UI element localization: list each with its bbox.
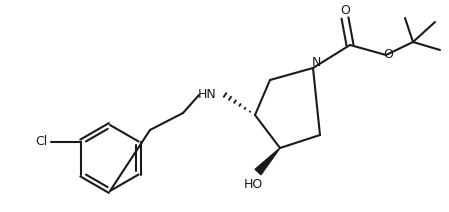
Text: O: O [383, 47, 393, 60]
Text: HO: HO [243, 177, 263, 191]
Text: O: O [340, 4, 350, 18]
Text: Cl: Cl [35, 135, 48, 148]
Polygon shape [255, 148, 280, 175]
Text: N: N [311, 57, 321, 70]
Text: HN: HN [198, 88, 216, 102]
